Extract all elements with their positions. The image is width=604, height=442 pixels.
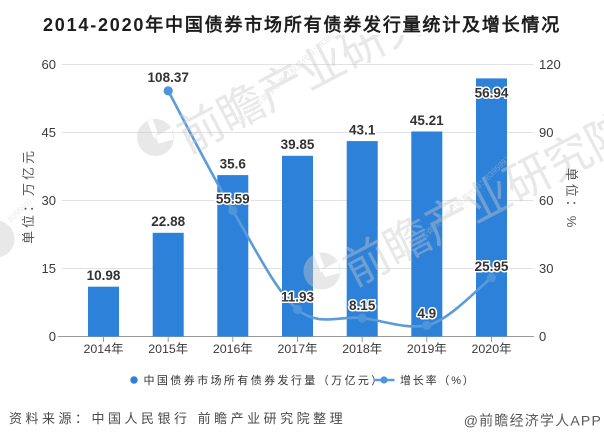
- svg-text:15: 15: [42, 261, 56, 276]
- svg-text:@前瞻经济学人APP: @前瞻经济学人APP: [464, 413, 602, 429]
- svg-text:60: 60: [539, 193, 553, 208]
- svg-text:2014-2020年中国债券市场所有债券发行量统计及增长情况: 2014-2020年中国债券市场所有债券发行量统计及增长情况: [43, 14, 561, 35]
- svg-text:30: 30: [42, 193, 56, 208]
- svg-text:30: 30: [539, 261, 553, 276]
- svg-text:108.37: 108.37: [148, 70, 189, 85]
- svg-text:2018年: 2018年: [342, 342, 382, 356]
- svg-text:35.6: 35.6: [220, 157, 247, 172]
- svg-text:22.88: 22.88: [151, 214, 185, 229]
- svg-text:25.95: 25.95: [475, 259, 509, 274]
- svg-text:2015年: 2015年: [148, 342, 188, 356]
- svg-text:10.98: 10.98: [87, 268, 121, 283]
- svg-text:资料来源：中国人民银行 前瞻产业研究院整理: 资料来源：中国人民银行 前瞻产业研究院整理: [9, 411, 346, 426]
- svg-text:56.94: 56.94: [475, 85, 509, 100]
- svg-text:43.1: 43.1: [349, 123, 376, 138]
- svg-text:0: 0: [49, 329, 56, 344]
- svg-text:单位：万亿元: 单位：万亿元: [21, 148, 36, 244]
- svg-text:120: 120: [539, 57, 561, 72]
- svg-text:45.21: 45.21: [410, 113, 444, 128]
- svg-text:2017年: 2017年: [278, 342, 318, 356]
- svg-text:39.85: 39.85: [281, 137, 315, 152]
- svg-text:单位：%: 单位：%: [564, 168, 579, 231]
- svg-text:增长率（%）: 增长率（%）: [400, 373, 476, 387]
- svg-text:90: 90: [539, 125, 553, 140]
- svg-text:2016年: 2016年: [213, 342, 253, 356]
- svg-text:0: 0: [539, 329, 546, 344]
- svg-text:45: 45: [42, 125, 56, 140]
- svg-text:55.59: 55.59: [216, 191, 250, 206]
- svg-text:2020年: 2020年: [472, 342, 512, 356]
- svg-text:2014年: 2014年: [84, 342, 124, 356]
- svg-text:8.15: 8.15: [349, 298, 376, 313]
- svg-text:4.9: 4.9: [417, 306, 436, 321]
- svg-text:中国债券市场所有债券发行量（万亿元）: 中国债券市场所有债券发行量（万亿元）: [144, 373, 385, 387]
- svg-text:2019年: 2019年: [407, 342, 447, 356]
- svg-text:60: 60: [42, 57, 56, 72]
- svg-text:11.93: 11.93: [281, 290, 315, 305]
